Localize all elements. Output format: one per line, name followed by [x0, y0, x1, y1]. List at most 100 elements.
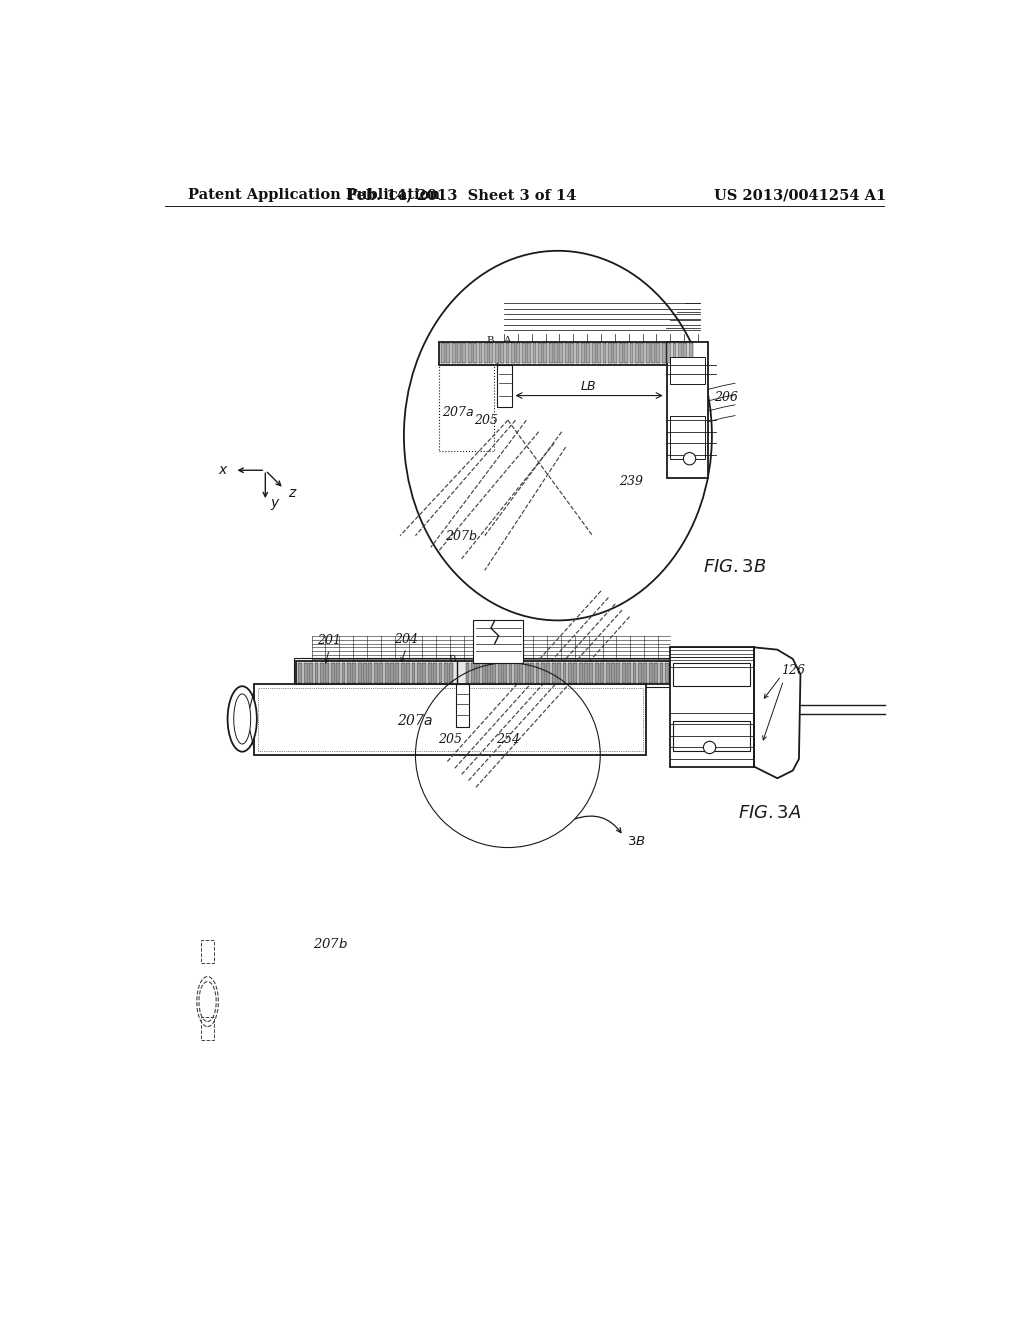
Bar — [674, 663, 751, 686]
Bar — [689, 343, 692, 363]
Text: $\mathit{FIG. 3A}$: $\mathit{FIG. 3A}$ — [738, 804, 802, 822]
Circle shape — [703, 742, 716, 754]
Bar — [495, 343, 499, 363]
Bar — [568, 663, 571, 682]
Bar — [611, 663, 614, 682]
Bar — [608, 343, 611, 363]
Bar — [654, 663, 658, 682]
Bar — [613, 343, 617, 363]
Bar — [600, 663, 604, 682]
Text: 204: 204 — [394, 632, 418, 645]
Bar — [678, 343, 682, 363]
Bar — [428, 663, 432, 682]
Bar — [298, 663, 302, 682]
Text: Patent Application Publication: Patent Application Publication — [188, 189, 440, 202]
Bar — [319, 663, 324, 682]
Bar — [573, 663, 578, 682]
Bar — [493, 663, 497, 682]
Bar — [258, 688, 643, 751]
Bar — [659, 663, 664, 682]
Bar — [385, 663, 388, 682]
Bar — [456, 684, 469, 726]
Bar — [357, 663, 361, 682]
Bar — [665, 663, 669, 682]
Bar — [592, 343, 596, 363]
Bar — [336, 663, 340, 682]
Bar — [668, 342, 708, 478]
Bar — [651, 343, 655, 363]
Bar — [352, 663, 356, 682]
Bar — [549, 343, 553, 363]
Text: 126: 126 — [781, 664, 805, 677]
Bar — [202, 1016, 214, 1040]
Bar — [670, 647, 755, 767]
Bar — [450, 663, 454, 682]
Bar — [364, 663, 367, 682]
Bar — [579, 663, 583, 682]
Bar — [595, 663, 599, 682]
Bar — [309, 663, 313, 682]
Bar — [516, 343, 520, 363]
Bar — [618, 343, 623, 363]
Bar — [628, 663, 631, 682]
Bar — [506, 343, 509, 363]
Text: US 2013/0041254 A1: US 2013/0041254 A1 — [715, 189, 887, 202]
Bar — [538, 343, 542, 363]
Bar — [509, 663, 512, 682]
Bar — [347, 663, 351, 682]
Bar — [412, 663, 416, 682]
Bar — [503, 663, 507, 682]
Bar — [605, 663, 609, 682]
Bar — [342, 663, 345, 682]
Text: $\mathit{z}$: $\mathit{z}$ — [288, 486, 297, 499]
Bar — [369, 663, 373, 682]
Bar — [575, 343, 580, 363]
Bar — [541, 663, 545, 682]
Bar — [304, 663, 307, 682]
Bar — [379, 663, 383, 682]
Bar — [478, 343, 482, 363]
Text: 254: 254 — [496, 733, 520, 746]
Bar — [438, 342, 692, 364]
Text: B: B — [449, 655, 457, 664]
Bar — [649, 663, 652, 682]
Bar — [671, 358, 705, 384]
Bar — [524, 663, 528, 682]
Bar — [640, 343, 644, 363]
Text: 205: 205 — [474, 413, 499, 426]
Bar — [683, 343, 687, 363]
Bar — [554, 343, 558, 363]
Bar — [473, 343, 477, 363]
Bar — [630, 343, 634, 363]
Bar — [487, 663, 490, 682]
Bar — [527, 343, 531, 363]
Bar — [519, 663, 523, 682]
Bar — [489, 343, 494, 363]
Bar — [296, 661, 670, 684]
Bar — [395, 663, 399, 682]
Text: Feb. 14, 2013  Sheet 3 of 14: Feb. 14, 2013 Sheet 3 of 14 — [347, 189, 577, 202]
Bar — [326, 663, 330, 682]
Bar — [471, 663, 475, 682]
Bar — [552, 663, 556, 682]
Bar — [547, 663, 550, 682]
Ellipse shape — [233, 694, 251, 744]
Bar — [673, 343, 677, 363]
Text: 207$\mathit{a}$: 207$\mathit{a}$ — [442, 405, 475, 420]
Bar — [622, 663, 626, 682]
Bar — [484, 343, 487, 363]
Bar — [581, 343, 585, 363]
Bar — [562, 663, 566, 682]
Bar — [638, 663, 642, 682]
Bar — [565, 343, 568, 363]
Text: 205: 205 — [438, 733, 462, 746]
Bar — [570, 343, 574, 363]
Bar — [662, 343, 666, 363]
Bar — [500, 343, 504, 363]
Bar — [511, 343, 515, 363]
Bar — [597, 343, 601, 363]
Text: $\mathit{3B}$: $\mathit{3B}$ — [628, 834, 646, 847]
Bar — [557, 663, 561, 682]
Text: $\mathit{y}$: $\mathit{y}$ — [270, 496, 281, 512]
Bar — [646, 343, 649, 363]
